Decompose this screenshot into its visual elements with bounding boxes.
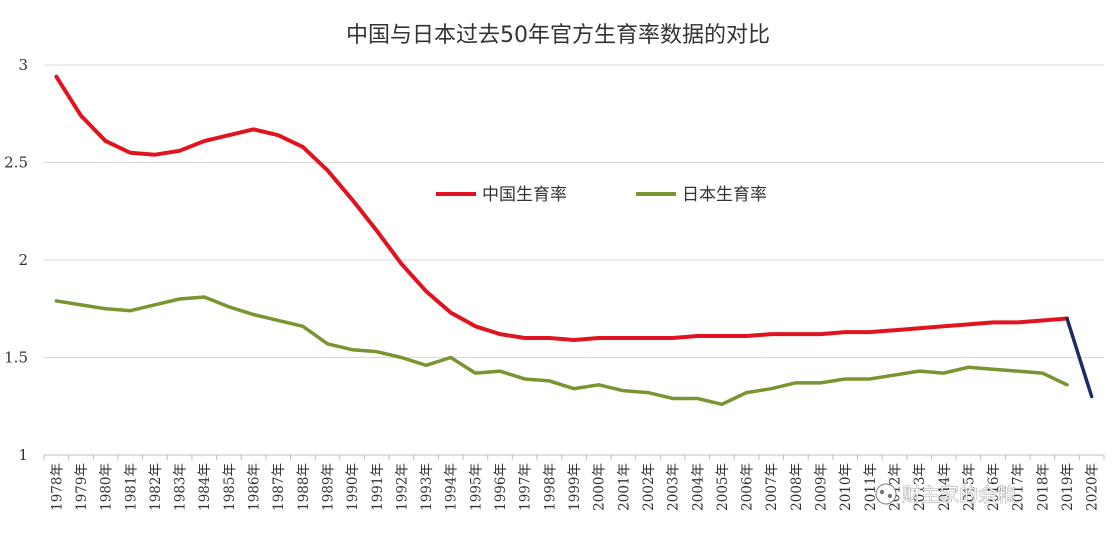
x-tick-label: 1993年	[419, 463, 435, 511]
x-tick-label: 1997年	[518, 463, 534, 511]
x-tick-label: 1989年	[320, 463, 336, 511]
x-tick-label: 1988年	[296, 463, 312, 511]
x-tick-label: 2009年	[814, 463, 830, 511]
watermark-text: 财主家的余粮	[902, 484, 1016, 506]
x-tick-label: 1991年	[370, 463, 386, 511]
x-tick-label: 1994年	[444, 463, 460, 511]
y-tick-labels: 1 1.5 2 2.5 3	[4, 56, 28, 464]
x-tick-label: 2008年	[789, 463, 805, 511]
series-line-1	[54, 295, 1069, 407]
x-tick-label: 1978年	[49, 463, 65, 511]
y-tick-label: 2.5	[4, 154, 28, 172]
x-tick-labels: 1978年 1979年 1980年 1981年 1982年 1983年 1984年 1985年…	[49, 463, 1100, 511]
legend-label: 日本生育率	[682, 185, 767, 205]
x-tick-label: 2014年	[937, 463, 953, 511]
x-tick-label: 2000年	[592, 463, 608, 511]
x-tick-label: 1990年	[345, 463, 361, 511]
y-tick-label: 1	[18, 446, 28, 464]
x-tick-label: 1995年	[468, 463, 484, 511]
x-tick-label: 2007年	[764, 463, 780, 511]
legend-label: 中国生育率	[482, 185, 567, 205]
x-tick-label: 2010年	[838, 463, 854, 511]
x-tick-label: 2018年	[1035, 463, 1051, 511]
x-tick-label: 2011年	[863, 463, 879, 511]
chart-title: 中国与日本过去50年官方生育率数据的对比	[346, 23, 770, 48]
x-tick-label: 1986年	[247, 463, 263, 511]
x-tick-label: 1987年	[271, 463, 287, 511]
grid-lines	[44, 64, 1104, 358]
series-lines	[54, 74, 1094, 407]
x-tick-label: 1980年	[99, 463, 115, 511]
x-axis	[43, 454, 1105, 460]
x-tick-label: 2019年	[1060, 463, 1076, 511]
y-tick-label: 2	[18, 251, 28, 269]
x-tick-label: 1998年	[542, 463, 558, 511]
x-tick-label: 1982年	[148, 463, 164, 511]
x-tick-label: 1999年	[567, 463, 583, 511]
x-tick-label: 2017年	[1011, 463, 1027, 511]
series-line-2	[1065, 316, 1094, 399]
x-tick-label: 1985年	[222, 463, 238, 511]
x-tick-label: 2004年	[690, 463, 706, 511]
watermark: 财主家的余粮	[875, 483, 1016, 506]
series-line-0	[54, 74, 1070, 342]
watermark-icon	[875, 483, 897, 505]
x-tick-label: 2003年	[666, 463, 682, 511]
x-tick-label: 2016年	[986, 463, 1002, 511]
x-tick-label: 2001年	[616, 463, 632, 511]
watermark-icon-dot	[879, 489, 885, 495]
x-tick-label: 2002年	[641, 463, 657, 511]
y-tick-label: 1.5	[4, 349, 28, 367]
watermark-icon-dot	[887, 493, 893, 499]
x-tick-label: 1979年	[74, 463, 90, 511]
x-tick-label: 2013年	[912, 463, 928, 511]
x-tick-label: 2006年	[740, 463, 756, 511]
x-tick-label: 1984年	[197, 463, 213, 511]
x-tick-label: 1996年	[493, 463, 509, 511]
x-tick-label: 1983年	[173, 463, 189, 511]
x-tick-label: 1992年	[394, 463, 410, 511]
legend: 中国生育率 日本生育率	[436, 185, 767, 205]
x-tick-label: 2005年	[715, 463, 731, 511]
x-tick-label: 1981年	[123, 463, 139, 511]
x-tick-label: 2020年	[1085, 463, 1101, 511]
x-tick-label: 2015年	[961, 463, 977, 511]
y-tick-label: 3	[18, 56, 28, 74]
